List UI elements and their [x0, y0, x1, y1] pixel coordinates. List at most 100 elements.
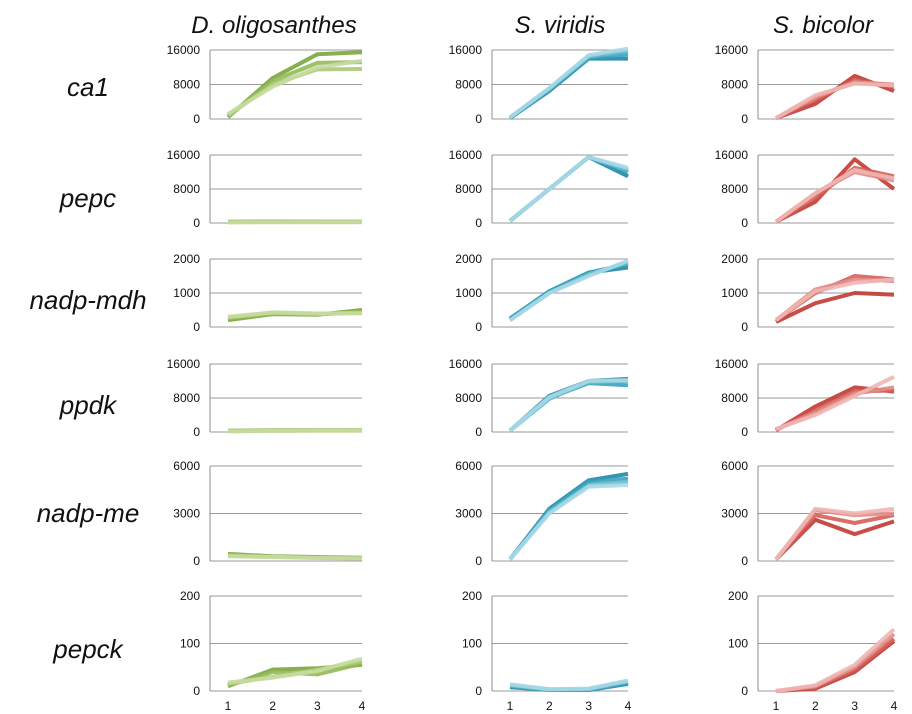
y-tick-label: 100 — [728, 637, 748, 651]
y-tick-label: 16000 — [715, 148, 749, 162]
series-line-2 — [508, 52, 629, 120]
y-tick-label: 0 — [193, 684, 200, 698]
y-tick-label: 8000 — [721, 391, 748, 405]
y-tick-label: 0 — [193, 216, 200, 230]
panel-ca1-1: 0 8000 16000 — [449, 43, 629, 126]
y-tick-label: 8000 — [173, 182, 200, 196]
panel-ca1-0: 0 8000 16000 — [167, 43, 363, 126]
row-label-pepc: pepc — [59, 183, 116, 213]
y-tick-label: 16000 — [167, 43, 201, 57]
y-tick-label: 200 — [180, 589, 200, 603]
series-line-4 — [508, 46, 629, 119]
chart-panels: 0800016000080001600008000160000800016000… — [167, 43, 898, 713]
x-tick-label: 3 — [851, 699, 858, 713]
x-tick-label: 2 — [546, 699, 553, 713]
row-label-ca1: ca1 — [67, 72, 109, 102]
y-tick-label: 0 — [475, 554, 482, 568]
y-tick-label: 0 — [475, 216, 482, 230]
y-tick-label: 1000 — [173, 286, 200, 300]
column-title-s-bicolor: S. bicolor — [773, 12, 874, 39]
x-tick-label: 4 — [359, 699, 366, 713]
y-tick-label: 2000 — [455, 252, 482, 266]
panel-pepc-2: 0 8000 16000 — [715, 148, 896, 230]
y-tick-label: 0 — [741, 684, 748, 698]
panel-ppdk-1: 0 8000 16000 — [449, 357, 629, 439]
x-tick-label: 4 — [891, 699, 898, 713]
y-tick-label: 0 — [193, 425, 200, 439]
y-tick-label: 0 — [475, 425, 482, 439]
series-line-2 — [508, 262, 629, 321]
y-tick-label: 3000 — [455, 507, 482, 521]
y-tick-label: 1000 — [455, 286, 482, 300]
y-tick-label: 200 — [728, 589, 748, 603]
y-tick-label: 8000 — [173, 78, 200, 92]
y-tick-label: 8000 — [455, 78, 482, 92]
y-tick-label: 1000 — [721, 286, 748, 300]
y-tick-label: 0 — [193, 554, 200, 568]
series-line-4 — [774, 506, 895, 561]
series-line-4 — [774, 167, 895, 224]
x-tick-label: 3 — [314, 699, 321, 713]
series-line-4 — [508, 483, 629, 561]
panel-nadp-me-0: 0 3000 6000 — [173, 459, 363, 568]
column-title-s-viridis: S. viridis — [515, 12, 606, 39]
panel-nadp-mdh-1: 0 1000 2000 — [455, 252, 629, 334]
series-line-4 — [226, 58, 363, 116]
panel-ppdk-2: 0 8000 16000 — [715, 357, 895, 439]
y-tick-label: 0 — [741, 320, 748, 334]
y-tick-label: 0 — [193, 320, 200, 334]
x-tick-label: 3 — [585, 699, 592, 713]
panel-nadp-me-2: 0 3000 6000 — [721, 459, 895, 568]
y-tick-label: 0 — [741, 112, 748, 126]
panel-pepck-1: 0 100 200 1 2 3 4 — [462, 589, 632, 713]
y-tick-label: 100 — [180, 637, 200, 651]
y-tick-label: 16000 — [449, 148, 483, 162]
y-tick-label: 100 — [462, 637, 482, 651]
series-line-4 — [508, 378, 629, 433]
y-tick-label: 0 — [741, 216, 748, 230]
panel-nadp-me-1: 0 3000 6000 — [455, 459, 629, 568]
y-tick-label: 8000 — [721, 182, 748, 196]
panel-pepck-0: 0 100 200 1 2 3 4 — [180, 589, 366, 713]
y-tick-label: 0 — [475, 320, 482, 334]
y-tick-label: 6000 — [721, 459, 748, 473]
series-line-4 — [509, 678, 629, 692]
y-tick-label: 16000 — [449, 43, 483, 57]
row-label-ppdk: ppdk — [59, 390, 118, 420]
row-label-pepck: pepck — [52, 634, 124, 664]
series-line-4 — [227, 428, 362, 434]
y-tick-label: 16000 — [715, 43, 749, 57]
y-tick-label: 6000 — [173, 459, 200, 473]
x-tick-label: 1 — [225, 699, 232, 713]
y-tick-label: 16000 — [449, 357, 483, 371]
x-tick-label: 4 — [625, 699, 632, 713]
y-tick-label: 3000 — [721, 507, 748, 521]
y-tick-label: 16000 — [167, 148, 201, 162]
row-labels: ca1 pepc nadp-mdh ppdk nadp-me pepck — [29, 72, 146, 664]
x-tick-label: 1 — [507, 699, 514, 713]
y-tick-label: 8000 — [455, 391, 482, 405]
series-line-4 — [775, 375, 895, 431]
x-tick-label: 2 — [812, 699, 819, 713]
y-tick-label: 16000 — [167, 357, 201, 371]
series-line-4 — [775, 627, 896, 693]
panel-ppdk-0: 0 8000 16000 — [167, 357, 362, 439]
series-line-4 — [227, 310, 362, 319]
series-line-4 — [774, 81, 895, 120]
x-tick-label: 2 — [269, 699, 276, 713]
series-line-1 — [775, 291, 895, 324]
series-line-1 — [508, 56, 628, 120]
y-tick-label: 0 — [741, 554, 748, 568]
y-tick-label: 8000 — [455, 182, 482, 196]
series-line-1 — [508, 376, 629, 433]
row-label-nadp-me: nadp-me — [37, 498, 140, 528]
y-tick-label: 0 — [193, 112, 200, 126]
row-label-nadp-mdh: nadp-mdh — [29, 285, 146, 315]
column-title-d-oligosanthes: D. oligosanthes — [191, 12, 356, 39]
y-tick-label: 16000 — [715, 357, 749, 371]
y-tick-label: 0 — [475, 684, 482, 698]
x-tick-label: 1 — [773, 699, 780, 713]
series-line-4 — [227, 554, 363, 561]
column-titles: D. oligosanthes S. viridis S. bicolor — [191, 12, 874, 39]
